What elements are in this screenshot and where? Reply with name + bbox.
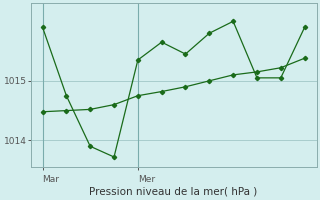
X-axis label: Pression niveau de la mer( hPa ): Pression niveau de la mer( hPa ) xyxy=(90,187,258,197)
